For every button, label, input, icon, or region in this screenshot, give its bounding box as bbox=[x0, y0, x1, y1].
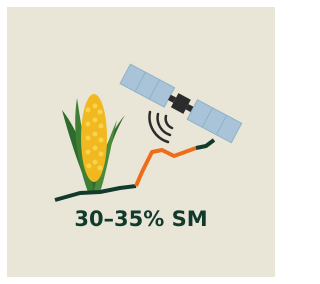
background bbox=[7, 7, 275, 277]
icon: 30–35% SM bbox=[0, 0, 282, 284]
label: 30–35% SM bbox=[74, 207, 207, 231]
page: {"label": "30–35% SM"} 3 bbox=[0, 0, 282, 284]
